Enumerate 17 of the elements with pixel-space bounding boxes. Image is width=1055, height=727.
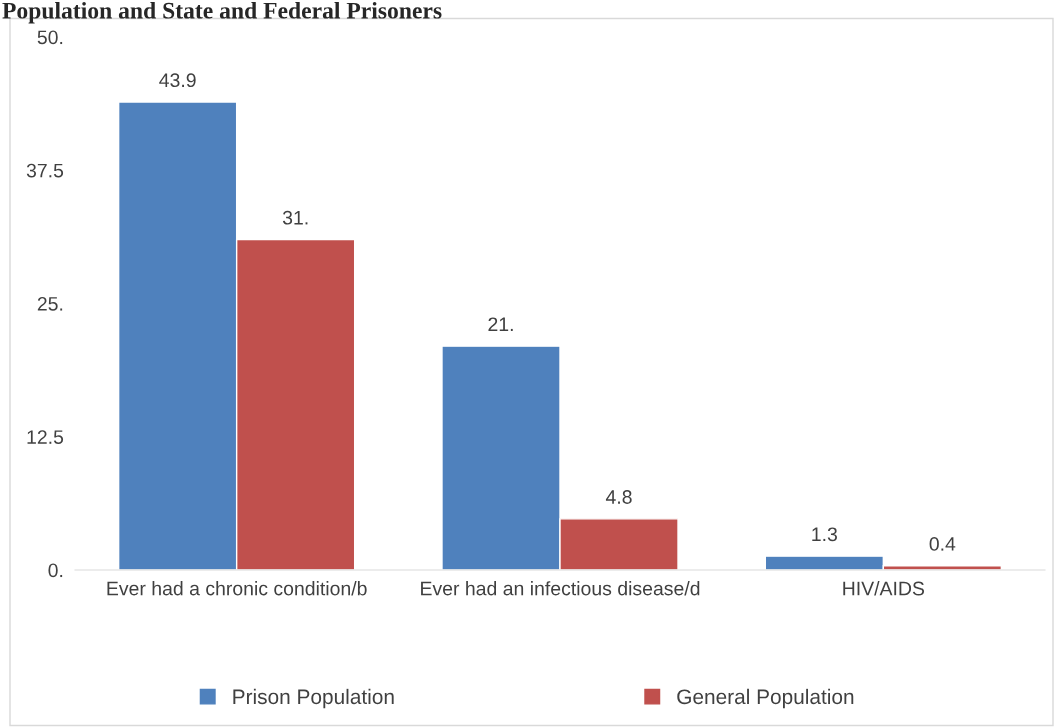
y-tick-label: 50. bbox=[37, 30, 63, 45]
data-label: 4.8 bbox=[605, 490, 632, 504]
y-tick-label: 37.5 bbox=[26, 163, 64, 178]
chart-title: Population and State and Federal Prisoners bbox=[2, 2, 442, 24]
x-tick-label: Ever had a chronic condition/b bbox=[107, 581, 367, 596]
y-tick-label: 25. bbox=[37, 296, 63, 311]
y-tick-label: 12.5 bbox=[27, 430, 64, 444]
y-tick-label: 0. bbox=[48, 563, 63, 578]
data-label: 21. bbox=[488, 317, 513, 331]
x-tick-label: Ever had an infectious disease/d bbox=[421, 581, 700, 596]
data-label: 0.4 bbox=[929, 537, 956, 551]
data-label: 1.3 bbox=[812, 527, 837, 542]
legend-label: Prison Population bbox=[233, 688, 394, 709]
data-label: 43.9 bbox=[159, 73, 196, 88]
data-label: 31. bbox=[282, 210, 308, 225]
legend-label: General Population bbox=[677, 688, 854, 709]
x-tick-label: HIV/AIDS bbox=[843, 581, 925, 596]
